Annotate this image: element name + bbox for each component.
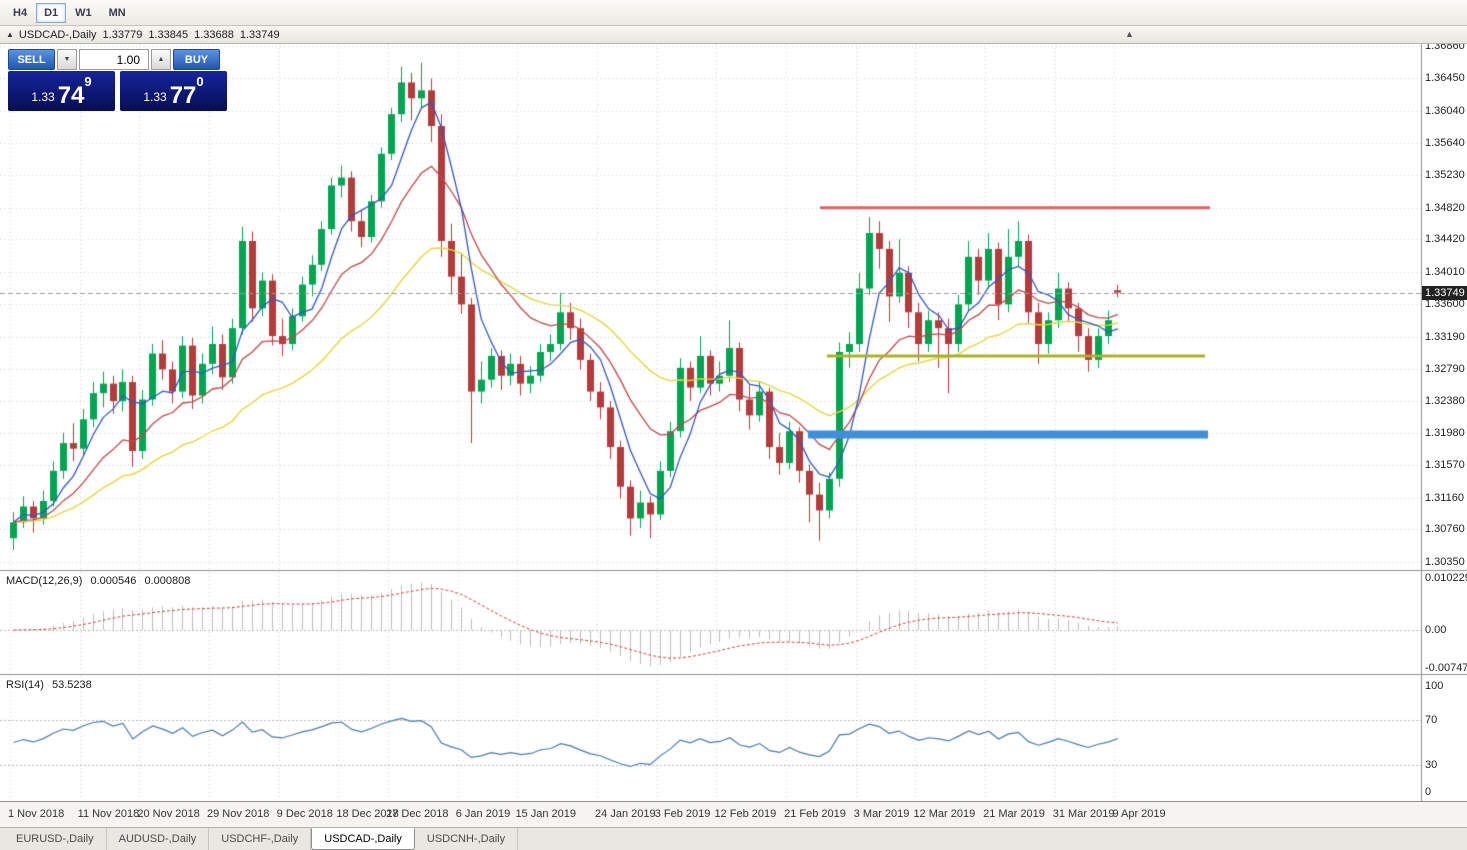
rsi-value: 53.5238 [51, 679, 92, 691]
buy-price-base: 1.33 [143, 90, 167, 104]
symbol-tab-usdchf[interactable]: USDCHF-,Daily [209, 828, 312, 850]
date-label: 24 Jan 2019 [595, 808, 656, 820]
buy-button[interactable]: BUY [173, 49, 220, 70]
date-label: 3 Feb 2019 [654, 808, 711, 820]
price-scale-label: 1.33190 [1425, 330, 1465, 343]
date-label: 11 Nov 2018 [77, 808, 140, 820]
sell-button[interactable]: SELL [8, 49, 55, 70]
date-label: 21 Mar 2019 [983, 808, 1045, 820]
date-label: 12 Feb 2019 [714, 808, 777, 820]
current-price-value: 1.33749 [1425, 286, 1465, 299]
current-price-badge: 1.33749 [1422, 285, 1467, 300]
date-label: 12 Mar 2019 [913, 808, 976, 820]
macd-indicator-label: MACD(12,26,9) 0.000546 0.000808 [6, 575, 195, 587]
buy-price-pipette: 0 [196, 74, 204, 89]
date-label: 20 Nov 2018 [137, 808, 200, 820]
price-scale[interactable]: 1.33749 1.36860 1.36450 1.36040 1.35640 1.35… [1422, 0, 1467, 850]
price-scale-label: 1.36450 [1425, 72, 1465, 85]
timeframe-tab-d1[interactable]: D1 [36, 2, 67, 23]
symbol-tab-eurusd[interactable]: EURUSD-,Daily [4, 828, 107, 850]
ohlc-low: 1.33688 [194, 28, 234, 41]
macd-main-value: 0.000546 [90, 575, 137, 587]
price-scale-label: 1.32380 [1425, 395, 1465, 408]
date-label: 1 Nov 2018 [8, 808, 65, 820]
price-scale-label: 1.34010 [1425, 265, 1465, 278]
buy-price-pips: 77 [169, 82, 197, 109]
volume-up-button[interactable]: ▲ [151, 49, 171, 70]
price-scale-label: 1.30350 [1425, 555, 1465, 568]
sell-price-base: 1.33 [31, 90, 55, 104]
price-scale-label: 1.36040 [1425, 104, 1465, 117]
symbol-tab-usdcnh[interactable]: USDCNH-,Daily [415, 828, 519, 850]
macd-scale-label: 0.00 [1425, 624, 1447, 636]
chart-title-bar: ▲ USDCAD-,Daily 1.33779 1.33845 1.33688 … [0, 26, 1467, 44]
symbol-tab-audusd[interactable]: AUDUSD-,Daily [107, 828, 210, 850]
date-label: 9 Apr 2019 [1112, 808, 1166, 820]
volume-down-button[interactable]: ▼ [57, 49, 77, 70]
rsi-scale-label: 70 [1425, 713, 1438, 726]
timeframe-tab-h4[interactable]: H4 [13, 6, 28, 19]
ohlc-open: 1.33779 [102, 28, 143, 41]
date-label: 31 Mar 2019 [1052, 808, 1115, 820]
timeframe-toolbar: H4 D1 W1 MN [0, 0, 1467, 26]
rsi-indicator-label: RSI(14) 53.5238 [6, 679, 97, 691]
date-label: 27 Dec 2018 [386, 808, 449, 820]
time-axis[interactable]: 1 Nov 2018 11 Nov 2018 20 Nov 2018 29 Nov 2… [0, 801, 1467, 827]
price-scale-label: 1.34420 [1425, 233, 1465, 246]
macd-scale-label: 0.010229 [1425, 571, 1467, 584]
buy-price-display[interactable]: 1.33 77 0 [120, 71, 227, 111]
price-scale-label: 1.34820 [1425, 201, 1465, 214]
rsi-scale-label: 100 [1425, 680, 1444, 692]
macd-scale-label: -0.007477 [1425, 662, 1467, 674]
price-scale-label: 1.35640 [1425, 136, 1465, 149]
macd-name: MACD(12,26,9) [6, 575, 83, 587]
macd-signal-value: 0.000808 [144, 575, 191, 587]
date-label: 29 Nov 2018 [207, 808, 270, 820]
rsi-scale-label: 0 [1425, 786, 1432, 798]
date-label: 15 Jan 2019 [515, 808, 576, 820]
symbol-tab-usdcad[interactable]: USDCAD-,Daily [311, 828, 415, 850]
volume-input[interactable] [79, 49, 149, 70]
ohlc-high: 1.33845 [148, 28, 189, 41]
date-label: 9 Dec 2018 [276, 808, 333, 820]
collapse-icon[interactable]: ▲ [6, 30, 14, 39]
one-click-trading-panel: SELL ▼ ▲ BUY 1.33 74 9 1.33 77 0 [8, 49, 228, 111]
symbol-tab-bar: EURUSD-,Daily AUDUSD-,Daily USDCHF-,Daily U… [0, 827, 1467, 850]
date-label: 6 Jan 2019 [455, 808, 511, 820]
price-scale-label: 1.31570 [1425, 459, 1465, 472]
rsi-name: RSI(14) [6, 679, 44, 691]
rsi-scale-label: 30 [1425, 759, 1438, 772]
price-scale-label: 1.31160 [1425, 491, 1464, 504]
date-label: 21 Feb 2019 [784, 808, 846, 820]
price-scale-label: 1.33600 [1425, 298, 1465, 311]
date-label: 18 Dec 2018 [336, 808, 399, 820]
sell-price-pips: 74 [57, 82, 85, 109]
sell-price-display[interactable]: 1.33 74 9 [8, 71, 115, 111]
price-scale-label: 1.32790 [1425, 362, 1465, 375]
chart-symbol-title: USDCAD-,Daily [18, 28, 97, 41]
ohlc-close: 1.33749 [239, 28, 280, 41]
price-scale-label: 1.31980 [1425, 426, 1465, 439]
timeframe-tab-mn[interactable]: MN [108, 6, 126, 19]
chart-restore-icon[interactable]: ▲ [1125, 29, 1134, 39]
sell-price-pipette: 9 [84, 74, 92, 89]
date-label: 3 Mar 2019 [853, 808, 910, 820]
price-scale-label: 1.35230 [1425, 169, 1465, 182]
timeframe-tab-w1[interactable]: W1 [75, 6, 92, 19]
price-scale-label: 1.30760 [1425, 523, 1465, 536]
